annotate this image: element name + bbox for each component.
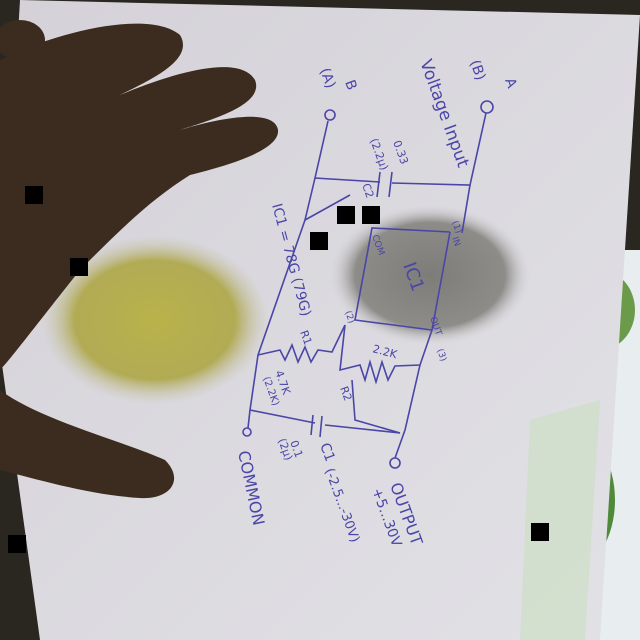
c1-name: C1 [316,441,337,464]
pin-label: IN [449,236,462,248]
pin-number: (3) [434,348,448,363]
circuit [242,100,494,469]
c2-name: C2 [359,182,376,200]
r2-value: 2.2K [371,342,399,361]
terminal-label: (A) [316,66,338,91]
artifact [8,186,549,553]
r1-name: R1 [297,329,314,347]
pin-number: (1) [449,220,463,235]
r2-name: R2 [337,385,354,403]
foliage-shadow [520,400,600,640]
shadow-spot [330,205,530,345]
terminal-label: (B) [466,58,488,83]
c1-value: 0.1 [287,439,305,460]
hand [0,20,279,499]
pin-number: (2) [342,310,356,325]
shadow-spot [40,235,270,405]
